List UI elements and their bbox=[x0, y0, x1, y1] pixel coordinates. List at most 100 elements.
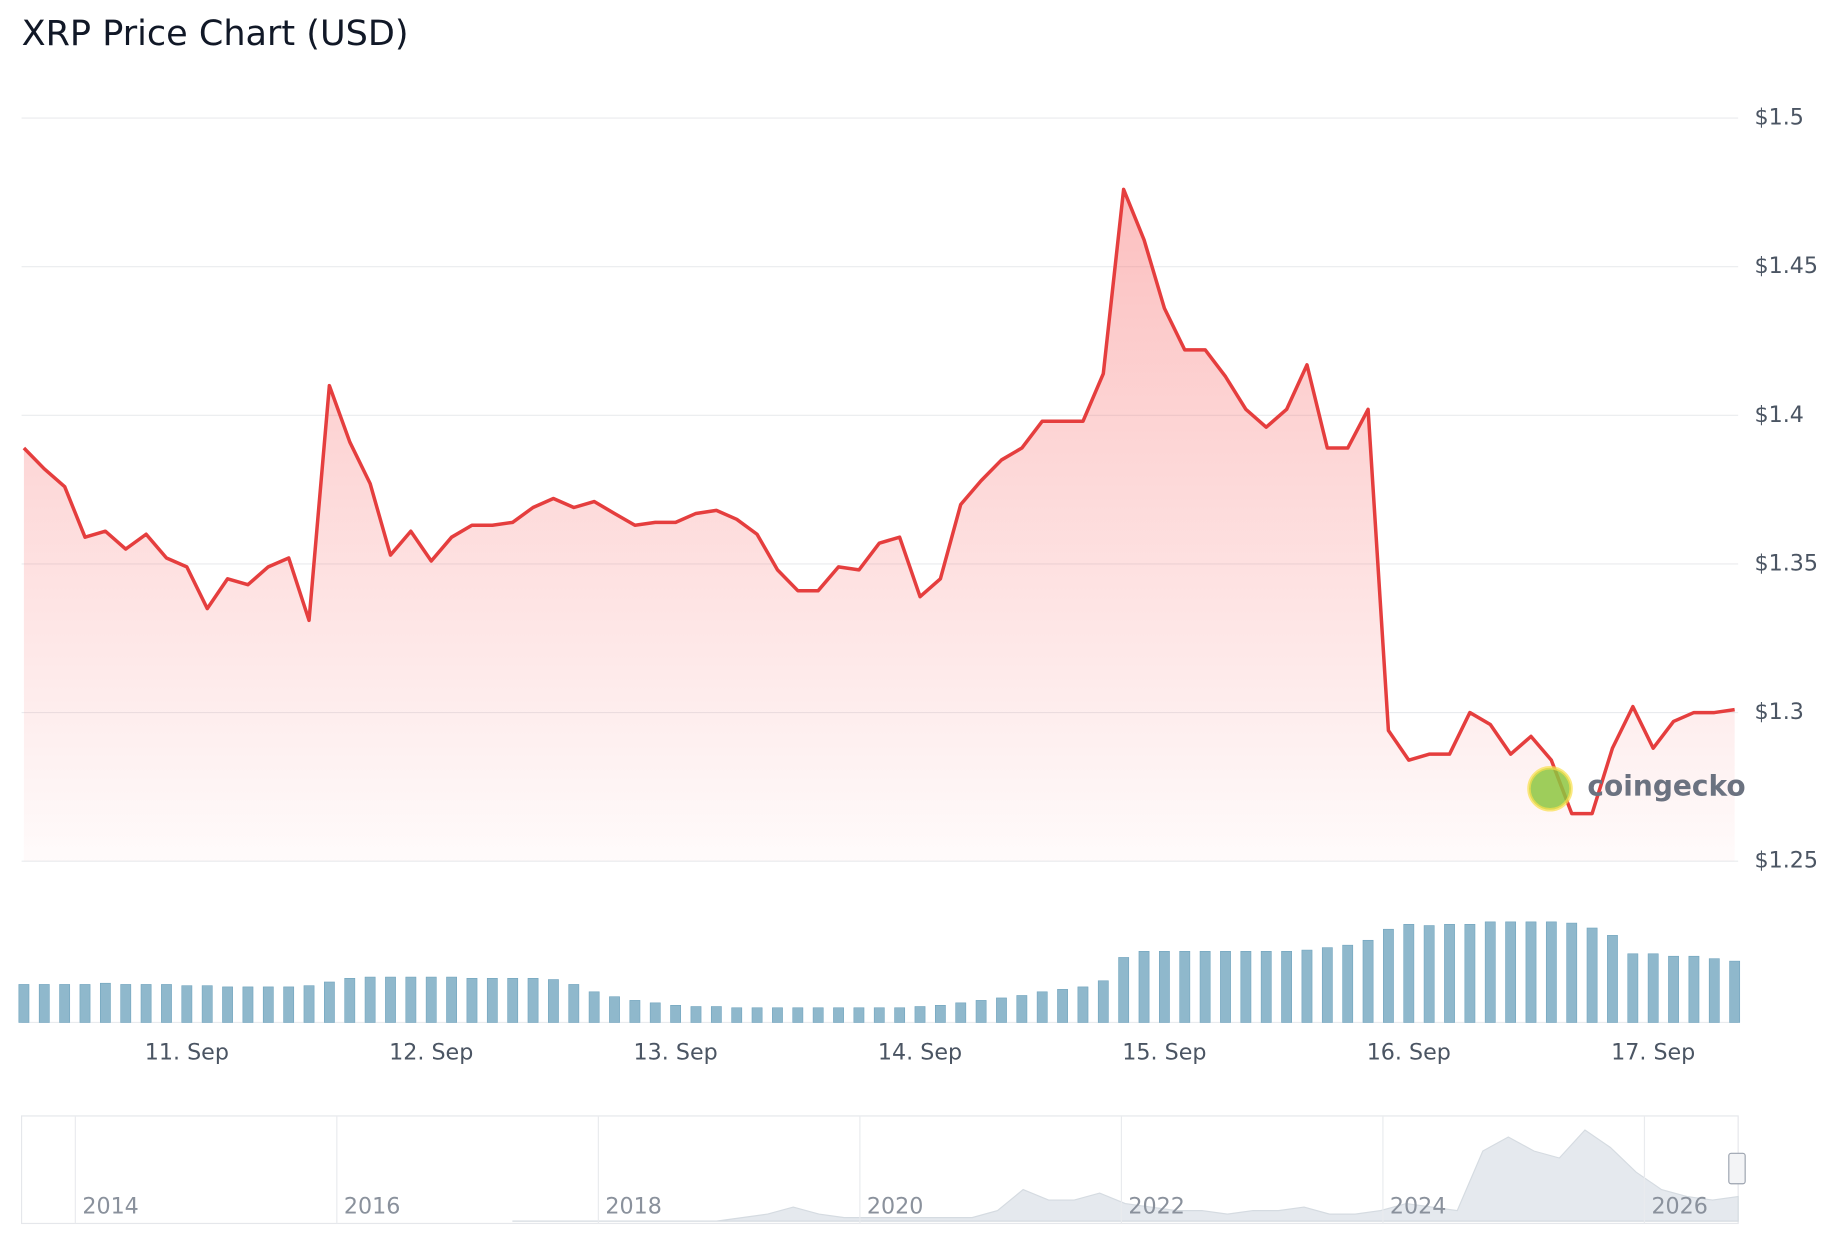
navigator-year: 2024 bbox=[1390, 1194, 1446, 1220]
volume-bar bbox=[1464, 924, 1476, 1023]
price-area bbox=[23, 189, 1735, 862]
volume-bar bbox=[731, 1007, 743, 1023]
volume-bar bbox=[1688, 955, 1700, 1023]
volume-bar bbox=[588, 991, 600, 1023]
volume-bar bbox=[548, 979, 559, 1023]
volume-bar bbox=[1240, 951, 1252, 1023]
volume-bar bbox=[324, 981, 335, 1023]
volume-bar bbox=[181, 985, 193, 1023]
volume-bar bbox=[996, 997, 1007, 1023]
volume-bar bbox=[1647, 953, 1659, 1023]
volume-bar bbox=[629, 1000, 641, 1023]
y-tick-label: $1.25 bbox=[1755, 848, 1819, 874]
volume-bar bbox=[222, 986, 233, 1023]
y-tick-label: $1.35 bbox=[1755, 550, 1819, 576]
x-tick-label: 17. Sep bbox=[1611, 1039, 1695, 1065]
y-tick-label: $1.4 bbox=[1755, 402, 1804, 428]
volume-bar bbox=[99, 982, 111, 1023]
volume-bar bbox=[1444, 924, 1455, 1023]
volume-bar bbox=[894, 1007, 906, 1023]
navigator-handle[interactable] bbox=[1728, 1152, 1746, 1185]
volume-bar bbox=[161, 984, 172, 1023]
volume-bar bbox=[975, 1000, 987, 1023]
volume-bar bbox=[425, 976, 437, 1023]
volume-bar bbox=[873, 1007, 885, 1023]
volume-bar bbox=[853, 1007, 865, 1023]
volume-bar bbox=[1159, 951, 1170, 1023]
watermark-logo bbox=[1528, 767, 1572, 810]
volume-bar bbox=[1362, 939, 1374, 1023]
volume-bar bbox=[38, 984, 50, 1023]
volume-bar bbox=[568, 984, 580, 1023]
watermark-text: coingecko bbox=[1587, 770, 1745, 803]
volume-bar bbox=[690, 1006, 702, 1023]
volume-bar bbox=[914, 1006, 926, 1023]
volume-bar bbox=[772, 1007, 783, 1023]
volume-bar bbox=[649, 1002, 661, 1023]
volume-bar bbox=[1586, 927, 1598, 1023]
volume-bar bbox=[609, 996, 620, 1023]
volume-bar bbox=[1525, 921, 1537, 1023]
volume-bar bbox=[18, 984, 30, 1023]
volume-bar bbox=[303, 985, 315, 1023]
navigator-year: 2026 bbox=[1651, 1194, 1707, 1220]
volume-bar bbox=[344, 978, 356, 1023]
volume-bar bbox=[1545, 921, 1557, 1023]
volume-bar bbox=[1077, 986, 1089, 1023]
volume-bar bbox=[670, 1005, 682, 1023]
volume-bar bbox=[120, 984, 132, 1023]
volume-bar bbox=[507, 978, 519, 1023]
volume-bar bbox=[1708, 958, 1720, 1023]
watermark-logo-ring bbox=[1527, 765, 1573, 812]
volume-bar bbox=[527, 978, 539, 1023]
volume-bar bbox=[140, 984, 152, 1023]
volume-bar bbox=[1220, 951, 1231, 1023]
x-tick-label: 16. Sep bbox=[1367, 1039, 1451, 1065]
volume-bar bbox=[1423, 925, 1435, 1023]
volume-bar bbox=[1627, 953, 1639, 1023]
volume-bar bbox=[446, 976, 457, 1023]
navigator-area bbox=[512, 1129, 1739, 1222]
navigator-year: 2014 bbox=[82, 1194, 138, 1220]
volume-bar bbox=[201, 985, 213, 1023]
navigator-year: 2018 bbox=[605, 1194, 661, 1220]
volume-bar bbox=[364, 976, 376, 1023]
volume-bar bbox=[59, 984, 71, 1023]
volume-bar bbox=[1036, 991, 1048, 1023]
volume-bar bbox=[1057, 989, 1068, 1023]
volume-bar bbox=[385, 976, 396, 1023]
volume-bar bbox=[1668, 955, 1679, 1023]
price-line bbox=[22, 187, 1735, 816]
y-tick-label: $1.3 bbox=[1755, 699, 1804, 725]
y-tick-label: $1.5 bbox=[1755, 105, 1804, 131]
volume-bar bbox=[955, 1002, 967, 1023]
x-tick-label: 12. Sep bbox=[389, 1039, 473, 1065]
volume-bar bbox=[1566, 922, 1578, 1023]
volume-bar bbox=[1199, 951, 1211, 1023]
x-tick-label: 13. Sep bbox=[634, 1039, 718, 1065]
volume-bar bbox=[1729, 960, 1741, 1023]
volume-bar bbox=[1403, 924, 1415, 1023]
y-tick-label: $1.45 bbox=[1755, 253, 1819, 279]
volume-bar bbox=[710, 1006, 722, 1023]
volume-bar bbox=[1607, 935, 1618, 1023]
volume-bar bbox=[1138, 951, 1150, 1023]
volume-bar bbox=[1321, 947, 1333, 1023]
volume-bar bbox=[1260, 951, 1272, 1023]
volume-bar bbox=[792, 1007, 804, 1023]
volume-bar bbox=[1505, 921, 1517, 1023]
navigator-year: 2016 bbox=[344, 1194, 400, 1220]
volume-bar bbox=[283, 986, 295, 1023]
volume-bar bbox=[812, 1007, 824, 1023]
volume-bar bbox=[1179, 951, 1191, 1023]
volume-bar bbox=[833, 1007, 844, 1023]
x-tick-label: 14. Sep bbox=[878, 1039, 962, 1065]
volume-bar bbox=[1016, 995, 1028, 1023]
volume-bar bbox=[486, 978, 498, 1023]
volume-bar bbox=[751, 1007, 763, 1023]
x-tick-label: 11. Sep bbox=[145, 1039, 229, 1065]
volume-bar bbox=[1383, 928, 1394, 1023]
volume-bar bbox=[242, 986, 254, 1023]
volume-bar bbox=[262, 986, 274, 1023]
